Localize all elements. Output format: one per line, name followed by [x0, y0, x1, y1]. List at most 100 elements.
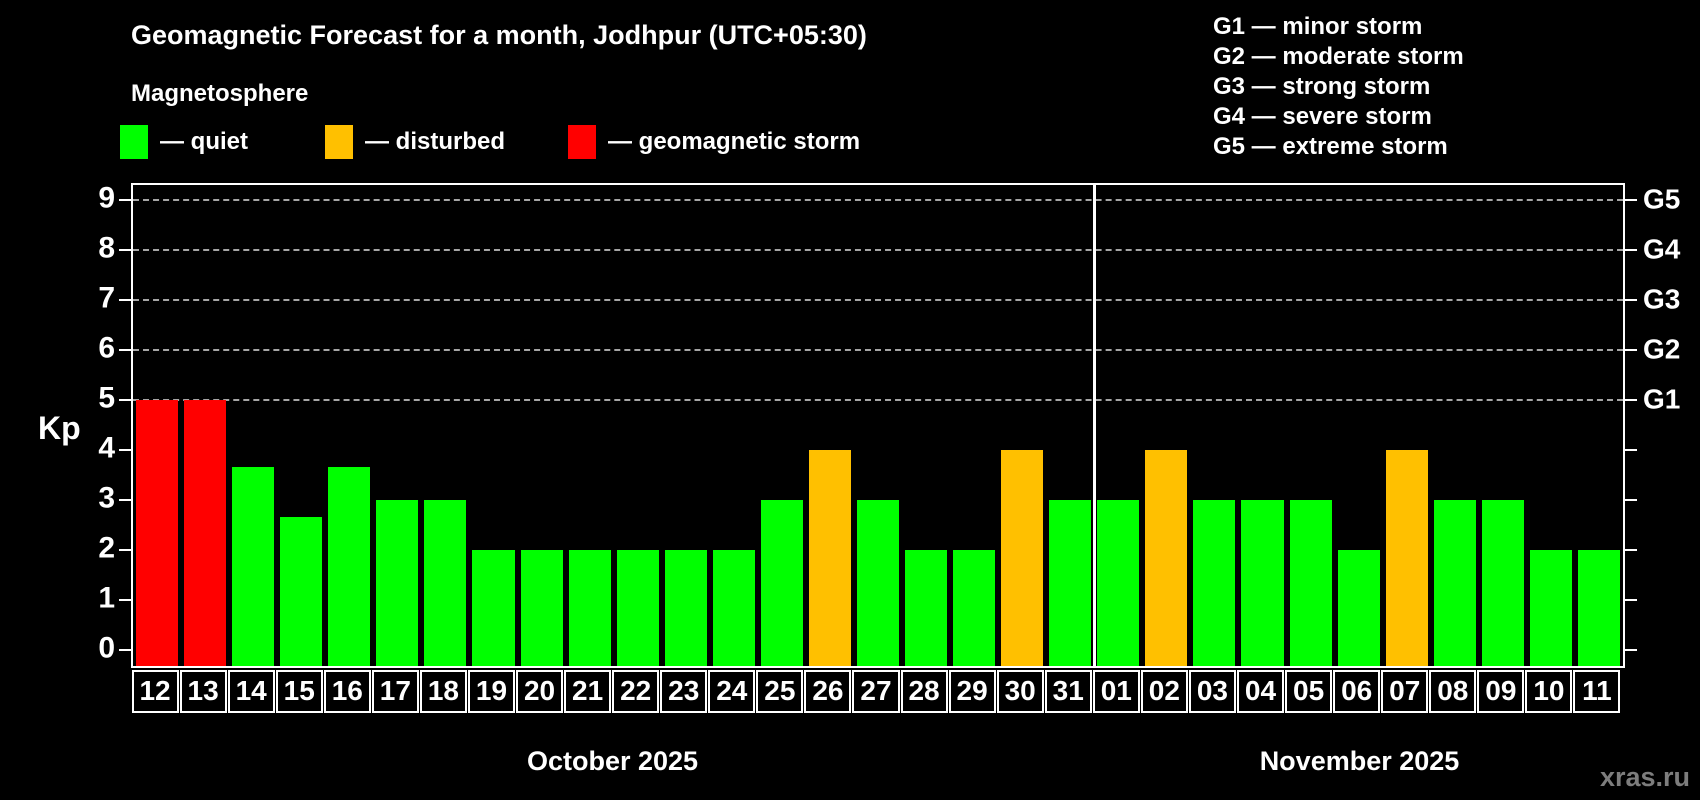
kp-bar-04 [1241, 500, 1284, 666]
day-label-03: 03 [1188, 670, 1236, 713]
legend-label: — quiet [160, 128, 248, 155]
day-label-25: 25 [756, 670, 804, 713]
day-label-11: 11 [1573, 670, 1621, 713]
kp-bar-16 [328, 466, 371, 666]
y-axis-tick-left [119, 249, 131, 251]
day-label-18: 18 [419, 670, 467, 713]
day-label-14: 14 [227, 670, 275, 713]
day-label-22: 22 [612, 670, 660, 713]
day-label-24: 24 [708, 670, 756, 713]
g5-legend-line: G5 — extreme storm [1213, 133, 1448, 160]
legend-item-storm: — geomagnetic storm [568, 124, 860, 160]
kp-bar-07 [1385, 450, 1428, 666]
day-label-09: 09 [1477, 670, 1525, 713]
y-axis-label: Kp [38, 410, 81, 446]
watermark: xras.ru [1599, 762, 1690, 792]
kp-bar-30 [1001, 450, 1044, 666]
g-level-label-G4: G4 [1643, 233, 1681, 265]
day-label-15: 15 [275, 670, 323, 713]
kp-bar-10 [1529, 550, 1572, 666]
y-tick-label-3: 3 [98, 481, 115, 515]
day-label-17: 17 [371, 670, 419, 713]
y-tick-label-7: 7 [98, 281, 115, 315]
day-label-08: 08 [1429, 670, 1477, 713]
y-axis-tick-left [119, 299, 131, 301]
kp-bar-29 [953, 550, 996, 666]
y-axis-tick-left [119, 399, 131, 401]
quiet-color-swatch [120, 125, 148, 159]
day-label-01: 01 [1092, 670, 1140, 713]
month-separator-line [1092, 185, 1096, 666]
y-tick-label-2: 2 [98, 531, 115, 565]
day-label-30: 30 [996, 670, 1044, 713]
kp-bar-19 [472, 550, 515, 666]
y-axis-tick-right [1625, 299, 1637, 301]
g-level-label-G2: G2 [1643, 333, 1681, 365]
kp-bar-15 [280, 516, 323, 666]
y-axis-tick-right [1625, 349, 1637, 351]
day-label-27: 27 [852, 670, 900, 713]
y-axis-tick-right [1625, 249, 1637, 251]
day-label-06: 06 [1333, 670, 1381, 713]
legend-item-disturbed: — disturbed [325, 124, 505, 160]
day-label-05: 05 [1285, 670, 1333, 713]
y-axis-tick-left [119, 499, 131, 501]
day-label-13: 13 [179, 670, 227, 713]
kp-bar-02 [1145, 450, 1188, 666]
day-label-29: 29 [948, 670, 996, 713]
g3-legend-line: G3 — strong storm [1213, 73, 1431, 100]
y-tick-label-8: 8 [98, 231, 115, 265]
y-tick-label-4: 4 [98, 431, 115, 465]
legend-item-quiet: — quiet [120, 124, 248, 160]
kp-bar-31 [1049, 500, 1092, 666]
y-axis-tick-left [119, 199, 131, 201]
kp-bar-25 [760, 500, 803, 666]
day-label-20: 20 [516, 670, 564, 713]
day-label-26: 26 [804, 670, 852, 713]
gridline-kp8 [133, 249, 1623, 251]
kp-bar-18 [424, 500, 467, 666]
gridline-kp9 [133, 199, 1623, 201]
g1-legend-line: G1 — minor storm [1213, 13, 1423, 40]
y-axis-tick-left [119, 649, 131, 651]
y-axis-tick-left [119, 599, 131, 601]
y-tick-label-9: 9 [98, 181, 115, 215]
y-axis-tick-right [1625, 649, 1637, 651]
y-tick-label-1: 1 [98, 581, 115, 615]
kp-bar-27 [856, 500, 900, 666]
g4-legend-line: G4 — severe storm [1213, 103, 1432, 130]
day-label-31: 31 [1044, 670, 1092, 713]
y-axis-tick-right [1625, 199, 1637, 201]
y-axis-tick-left [119, 349, 131, 351]
gridline-kp7 [133, 299, 1623, 301]
y-tick-label-6: 6 [98, 331, 115, 365]
day-label-12: 12 [131, 670, 179, 713]
storm-color-swatch [568, 125, 596, 159]
g2-legend-line: G2 — moderate storm [1213, 43, 1464, 70]
y-axis-tick-left [119, 549, 131, 551]
day-label-07: 07 [1381, 670, 1429, 713]
chart-title: Geomagnetic Forecast for a month, Jodhpu… [131, 20, 867, 50]
kp-bar-22 [616, 550, 659, 666]
y-tick-label-0: 0 [98, 631, 115, 665]
chart-subtitle: Magnetosphere [131, 80, 309, 107]
kp-bar-12 [136, 400, 179, 666]
kp-bar-24 [712, 550, 755, 666]
kp-bar-08 [1433, 500, 1476, 666]
day-label-02: 02 [1140, 670, 1188, 713]
kp-bar-17 [376, 500, 419, 666]
day-label-04: 04 [1236, 670, 1285, 713]
y-axis-tick-right [1625, 549, 1637, 551]
kp-bar-09 [1481, 500, 1524, 666]
kp-bar-05 [1289, 500, 1332, 666]
kp-bar-03 [1193, 500, 1236, 666]
kp-bar-13 [184, 400, 227, 666]
kp-bar-21 [568, 550, 611, 666]
y-tick-label-5: 5 [98, 381, 115, 415]
month-label-october: October 2025 [526, 746, 699, 776]
day-label-10: 10 [1525, 670, 1573, 713]
kp-bar-20 [520, 550, 563, 666]
kp-bar-06 [1337, 550, 1380, 666]
g-level-label-G3: G3 [1643, 283, 1681, 315]
